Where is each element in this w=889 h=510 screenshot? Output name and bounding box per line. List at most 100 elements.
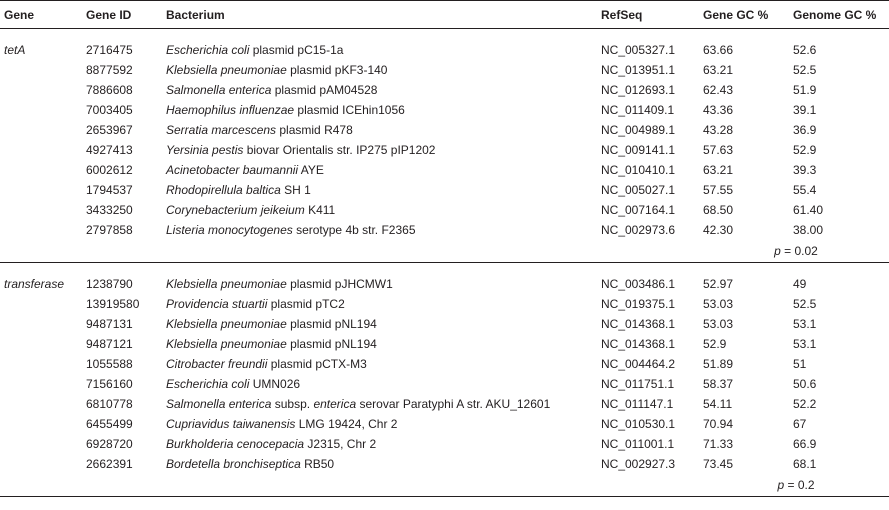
bacterium: Klebsiella pneumoniae plasmid pNL194 <box>166 334 601 354</box>
gene-name-empty <box>0 140 86 160</box>
refseq: NC_012693.1 <box>601 83 676 97</box>
refseq: NC_007164.1 <box>601 203 676 217</box>
gene-name-empty <box>0 414 86 434</box>
gc-content-table: Gene Gene ID Bacterium RefSeq Gene GC % … <box>0 0 889 497</box>
species-name: Klebsiella pneumoniae <box>166 337 287 351</box>
species-name: Salmonella enterica <box>166 397 272 411</box>
table-row: 8877592 Klebsiella pneumoniae plasmid pKF… <box>0 60 889 80</box>
genome-gc: 38.00 <box>793 223 824 237</box>
bacterium: Escherichia coli plasmid pC15-1a <box>166 40 601 60</box>
strain-detail: serotype 4b str. F2365 <box>292 223 416 237</box>
gene-name-empty <box>0 314 86 334</box>
bacterium: Cupriavidus taiwanensis LMG 19424, Chr 2 <box>166 414 601 434</box>
p-value: p = 0.2 <box>703 474 889 497</box>
gene-name-empty <box>0 294 86 314</box>
p-value-text: = 0.02 <box>780 244 818 258</box>
genome-gc: 52.6 <box>793 43 817 57</box>
table-row: 2653967 Serratia marcescens plasmid R478 N… <box>0 120 889 140</box>
gene-name-empty <box>0 394 86 414</box>
gene-id: 2797858 <box>86 223 133 237</box>
species-name: Escherichia coli <box>166 43 250 57</box>
species-name: Haemophilus influenzae <box>166 103 295 117</box>
gene-id: 8877592 <box>86 63 133 77</box>
table-row: 6002612 Acinetobacter baumannii AYE NC_010… <box>0 160 889 180</box>
table-row: 3433250 Corynebacterium jeikeium K411 NC_0… <box>0 200 889 220</box>
species-name: Bordetella bronchiseptica <box>166 457 301 471</box>
refseq: NC_010530.1 <box>601 417 676 431</box>
species-name: Yersinia pestis <box>166 143 244 157</box>
header-refseq: RefSeq <box>601 7 643 22</box>
gene-id: 4927413 <box>86 143 133 157</box>
gene-name-empty <box>0 374 86 394</box>
genome-gc: 51.9 <box>793 83 817 97</box>
gene-gc: 71.33 <box>703 437 734 451</box>
bacterium: Escherichia coli UMN026 <box>166 374 601 394</box>
refseq: NC_009141.1 <box>601 143 676 157</box>
bacterium: Yersinia pestis biovar Orientalis str. I… <box>166 140 601 160</box>
genome-gc: 52.5 <box>793 63 817 77</box>
strain-detail-2: serovar Paratyphi A str. AKU_12601 <box>356 397 551 411</box>
p-value: p = 0.02 <box>703 240 889 263</box>
table-row: 2662391 Bordetella bronchiseptica RB50 NC_… <box>0 454 889 474</box>
strain-detail: UMN026 <box>249 377 301 391</box>
table-header: Gene Gene ID Bacterium RefSeq Gene GC % … <box>0 0 889 29</box>
bacterium: Salmonella enterica subsp. enterica sero… <box>166 394 601 414</box>
gene-id: 7156160 <box>86 377 133 391</box>
genome-gc: 68.1 <box>793 457 817 471</box>
subspecies-name: enterica <box>313 397 357 411</box>
gene-id: 7003405 <box>86 103 133 117</box>
gene-gc: 58.37 <box>703 377 734 391</box>
genome-gc: 39.1 <box>793 103 817 117</box>
p-value-row: p = 0.2 <box>0 474 889 497</box>
species-name: Cupriavidus taiwanensis <box>166 417 296 431</box>
gene-gc: 70.94 <box>703 417 734 431</box>
gene-gc: 51.89 <box>703 357 734 371</box>
gene-gc: 53.03 <box>703 317 734 331</box>
strain-detail: plasmid pCTX-M3 <box>267 357 367 371</box>
bacterium: Klebsiella pneumoniae plasmid pKF3-140 <box>166 60 601 80</box>
gene-name-empty <box>0 100 86 120</box>
species-name: Salmonella enterica <box>166 83 272 97</box>
refseq: NC_005327.1 <box>601 43 676 57</box>
genome-gc: 36.9 <box>793 123 817 137</box>
gene-gc: 53.03 <box>703 297 734 311</box>
table-row: 6810778 Salmonella enterica subsp. enteri… <box>0 394 889 414</box>
gene-id: 6810778 <box>86 397 133 411</box>
genome-gc: 61.40 <box>793 203 824 217</box>
species-name: Providencia stuartii <box>166 297 268 311</box>
gene-id: 9487131 <box>86 317 133 331</box>
group-spacer <box>0 263 889 275</box>
genome-gc: 52.9 <box>793 143 817 157</box>
gene-id: 1238790 <box>86 277 133 291</box>
genome-gc: 55.4 <box>793 183 817 197</box>
gene-gc: 57.55 <box>703 183 734 197</box>
gene-name-empty <box>0 334 86 354</box>
strain-detail: AYE <box>298 163 324 177</box>
table-row: 1055588 Citrobacter freundii plasmid pCTX… <box>0 354 889 374</box>
p-symbol: p <box>774 244 781 258</box>
species-name: Citrobacter freundii <box>166 357 268 371</box>
table-row: 9487131 Klebsiella pneumoniae plasmid pNL… <box>0 314 889 334</box>
refseq: NC_011147.1 <box>601 397 674 411</box>
strain-detail: plasmid pNL194 <box>286 337 377 351</box>
genome-gc: 39.3 <box>793 163 817 177</box>
gene-name-empty <box>0 200 86 220</box>
strain-detail: plasmid pJHCMW1 <box>286 277 393 291</box>
gene-id: 6928720 <box>86 437 133 451</box>
bacterium: Rhodopirellula baltica SH 1 <box>166 180 601 200</box>
genome-gc: 67 <box>793 417 807 431</box>
genome-gc: 66.9 <box>793 437 817 451</box>
genome-gc: 52.2 <box>793 397 817 411</box>
species-name: Burkholderia cenocepacia <box>166 437 305 451</box>
header-gene: Gene <box>4 7 35 22</box>
gene-name-empty <box>0 454 86 474</box>
bacterium: Klebsiella pneumoniae plasmid pJHCMW1 <box>166 274 601 294</box>
strain-detail: plasmid R478 <box>276 123 353 137</box>
bacterium: Bordetella bronchiseptica RB50 <box>166 454 601 474</box>
gene-id: 7886608 <box>86 83 133 97</box>
species-name: Klebsiella pneumoniae <box>166 63 287 77</box>
strain-detail: RB50 <box>300 457 335 471</box>
strain-detail: plasmid pTC2 <box>267 297 345 311</box>
refseq: NC_004464.2 <box>601 357 676 371</box>
bacterium: Haemophilus influenzae plasmid ICEhin105… <box>166 100 601 120</box>
